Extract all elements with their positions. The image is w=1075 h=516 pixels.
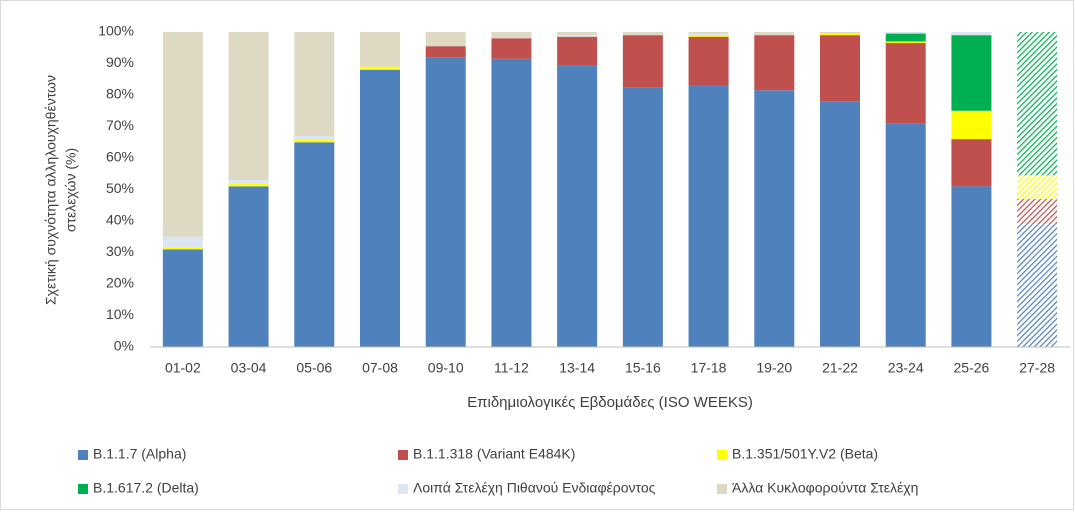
y-tick-label: 0%: [114, 338, 134, 354]
bar-segment: [688, 85, 729, 348]
legend-label: Λοιπά Στελέχη Πιθανού Ενδιαφέροντος: [413, 480, 656, 496]
y-tick-label: 20%: [106, 275, 134, 291]
bar-segment: [491, 32, 532, 39]
bar-segment: [1017, 198, 1058, 225]
bar-segment: [951, 139, 992, 187]
legend-label: B.1.1.318 (Variant E484K): [413, 446, 575, 462]
bar-segment: [557, 36, 598, 66]
bar-segment: [557, 65, 598, 347]
bar-segment: [622, 35, 663, 88]
y-tick-label: 30%: [106, 243, 134, 259]
bar-segment: [688, 36, 729, 86]
x-tick-label: 27-28: [1019, 360, 1055, 376]
legend-swatch: [398, 484, 408, 494]
bar-segment: [622, 87, 663, 347]
bar-segment: [228, 180, 269, 184]
bar-segment: [951, 110, 992, 140]
y-tick-label: 90%: [106, 54, 134, 70]
bar-segment: [228, 183, 269, 187]
bar-segment: [294, 32, 335, 136]
x-tick-label: 21-22: [822, 360, 858, 376]
x-tick-label: 11-12: [494, 360, 529, 376]
y-tick-label: 40%: [106, 212, 134, 228]
bar-segment: [885, 123, 926, 347]
y-tick-label: 60%: [106, 149, 134, 165]
bar-segment: [162, 249, 203, 347]
legend-swatch: [717, 450, 727, 460]
x-tick-label: 03-04: [231, 360, 267, 376]
bar-segment: [688, 33, 729, 36]
bar-segment: [425, 46, 466, 58]
legend-swatch: [717, 484, 727, 494]
bar-segment: [754, 90, 795, 348]
legend-label: B.1.617.2 (Delta): [93, 480, 199, 496]
x-tick-label: 25-26: [954, 360, 990, 376]
bar-segment: [294, 135, 335, 140]
bar-segment: [754, 32, 795, 36]
bar-segment: [951, 32, 992, 36]
bar-segment: [885, 41, 926, 44]
bar-segment: [688, 32, 729, 34]
bar-segment: [228, 32, 269, 181]
bar-segment: [294, 142, 335, 347]
bar-segment: [820, 101, 860, 347]
bar-segment: [491, 38, 532, 59]
bar-segment: [885, 43, 926, 124]
bar-segment: [754, 35, 795, 91]
y-tick-label: 70%: [106, 117, 134, 133]
y-tick-label: 100%: [98, 23, 134, 39]
bar-segment: [360, 32, 400, 67]
x-tick-label: 23-24: [888, 360, 924, 376]
x-tick-label: 01-02: [165, 360, 201, 376]
bar-segment: [162, 236, 203, 248]
y-tick-label: 50%: [106, 180, 134, 196]
x-tick-label: 09-10: [428, 360, 464, 376]
x-tick-label: 07-08: [362, 360, 398, 376]
x-axis-title: Επιδημιολογικές Εβδομάδες (ISO WEEKS): [467, 394, 753, 411]
legend-swatch: [398, 450, 408, 460]
x-tick-label: 19-20: [756, 360, 792, 376]
y-tick-label: 10%: [106, 306, 134, 322]
bar-segment: [688, 35, 729, 37]
bar-segment: [820, 33, 860, 36]
y-tick-label: 80%: [106, 86, 134, 102]
bar-segment: [294, 139, 335, 143]
legend-swatch: [78, 484, 88, 494]
bar-segment: [557, 35, 598, 37]
bar-segment: [951, 186, 992, 347]
y-axis-title: Σχετική συχνότητα αλληλουχηθέντων: [43, 75, 59, 305]
bar-segment: [425, 32, 466, 47]
bar-segment: [885, 33, 926, 42]
bar-segment: [885, 32, 926, 34]
bar-segment: [820, 35, 860, 102]
x-tick-label: 05-06: [296, 360, 332, 376]
bar-segment: [1017, 224, 1058, 347]
bar-segment: [360, 69, 400, 348]
bar-segment: [820, 32, 860, 34]
x-tick-label: 13-14: [559, 360, 595, 376]
bar-segment: [557, 32, 598, 36]
x-tick-label: 15-16: [625, 360, 661, 376]
y-axis-title: στελεχών (%): [63, 148, 79, 232]
bar-segment: [491, 58, 532, 348]
legend-label: B.1.351/501Y.V2 (Beta): [732, 446, 878, 462]
bar-segment: [951, 35, 992, 111]
bar-segment: [162, 32, 203, 237]
x-tick-label: 17-18: [691, 360, 727, 376]
bar-segment: [1017, 175, 1058, 199]
legend-label: B.1.1.7 (Alpha): [93, 446, 186, 462]
legend-label: Άλλα Κυκλοφορούντα Στελέχη: [732, 480, 918, 496]
legend-swatch: [78, 450, 88, 460]
bar-segment: [425, 57, 466, 347]
bar-segment: [1017, 32, 1058, 176]
bar-segment: [162, 247, 203, 250]
bar-segment: [360, 66, 400, 70]
bar-segment: [622, 32, 663, 36]
bar-segment: [228, 186, 269, 347]
